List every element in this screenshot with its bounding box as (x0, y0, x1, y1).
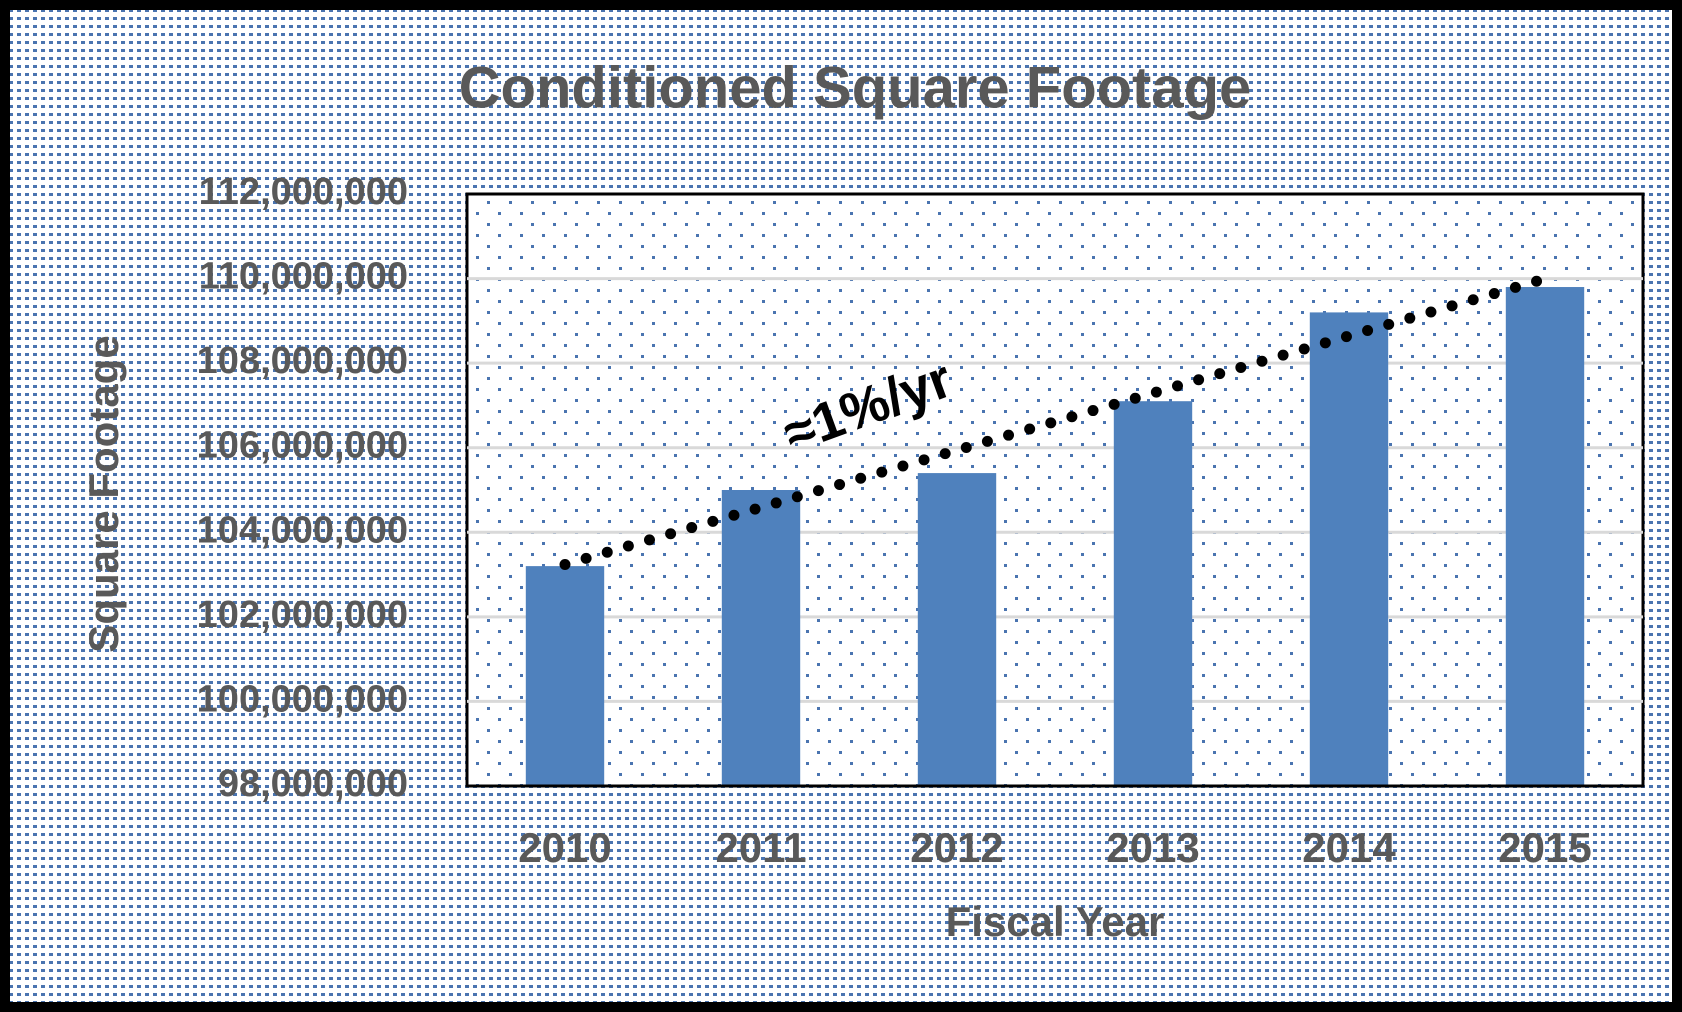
y-tick-label: 110,000,000 (199, 256, 408, 298)
chart-title: Conditioned Square Footage (459, 55, 1252, 120)
x-tick-label: 2012 (910, 824, 1003, 871)
bar (721, 490, 801, 786)
y-axis-title: Square Footage (80, 335, 127, 652)
x-tick-label: 2014 (1302, 824, 1396, 871)
bar (1309, 312, 1389, 786)
y-tick-label: 106,000,000 (197, 425, 408, 467)
x-tick-label: 2010 (518, 824, 611, 871)
bar (1113, 401, 1193, 786)
x-tick-label: 2015 (1498, 824, 1591, 871)
y-tick-label: 102,000,000 (197, 594, 408, 636)
plot-area (465, 192, 1645, 788)
x-tick-label: 2013 (1106, 824, 1199, 871)
y-tick-label: 112,000,000 (199, 171, 408, 213)
y-tick-label: 98,000,000 (218, 763, 408, 805)
bar (917, 473, 997, 786)
y-tick-label: 108,000,000 (197, 340, 408, 382)
trendline (559, 273, 1551, 571)
bar (1505, 287, 1585, 786)
y-tick-label: 104,000,000 (197, 509, 408, 551)
x-tick-label: 2011 (715, 824, 806, 871)
y-tick-label: 100,000,000 (197, 678, 408, 720)
x-axis-title: Fiscal Year (946, 898, 1165, 945)
bar (525, 566, 605, 786)
